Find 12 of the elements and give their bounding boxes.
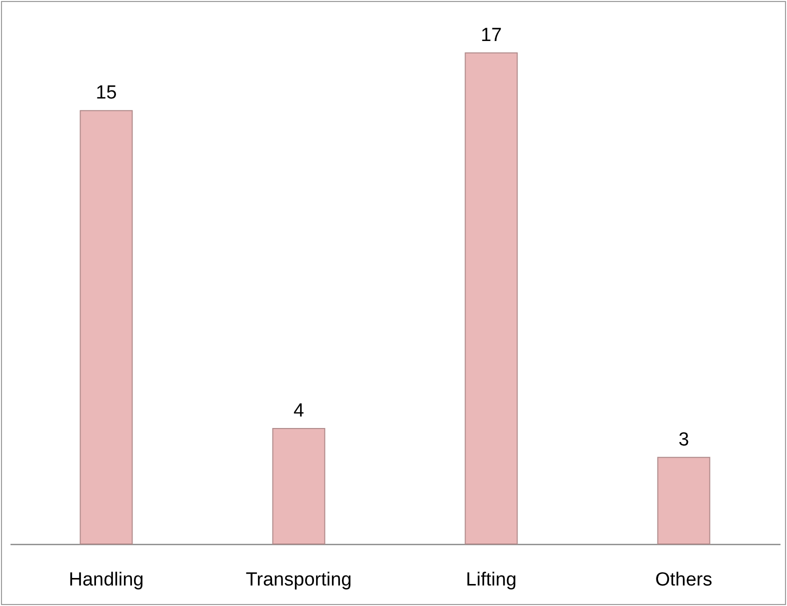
x-tick-label: Lifting bbox=[466, 570, 517, 590]
bar bbox=[657, 456, 710, 544]
x-tick-label: Handling bbox=[68, 570, 144, 590]
bar bbox=[80, 110, 133, 544]
x-tick-label: Transporting bbox=[246, 570, 352, 590]
data-label: 15 bbox=[96, 82, 117, 104]
data-label: 17 bbox=[480, 24, 502, 46]
data-label: 3 bbox=[678, 429, 690, 450]
bar bbox=[464, 52, 518, 544]
x-tick-label: Others bbox=[655, 570, 712, 590]
data-label: 4 bbox=[293, 400, 304, 422]
bar bbox=[272, 428, 326, 544]
